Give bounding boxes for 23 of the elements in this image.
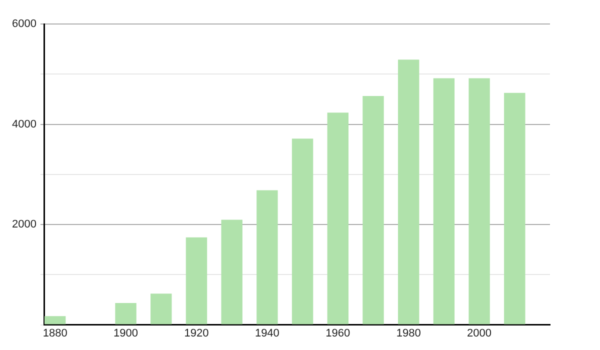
- x-tick-label: 1880: [42, 327, 68, 340]
- y-tick-label: 4000: [12, 118, 36, 130]
- bar: [44, 316, 66, 324]
- bar: [362, 96, 384, 324]
- x-tick-label: 1900: [114, 327, 138, 340]
- bar: [504, 92, 526, 324]
- y-tick-label: 6000: [12, 18, 36, 30]
- y-tick-label: 2000: [12, 218, 36, 231]
- x-tick-label: 1940: [254, 327, 280, 340]
- x-tick-label: 1980: [396, 327, 421, 340]
- bar: [433, 78, 455, 324]
- bar: [186, 237, 208, 324]
- bar: [398, 60, 420, 324]
- x-tick-label: 1960: [326, 327, 350, 340]
- bar: [327, 112, 348, 324]
- bar: [292, 138, 314, 324]
- bar: [115, 302, 136, 324]
- bar: [150, 294, 172, 324]
- bar: [468, 78, 490, 324]
- bar: [256, 190, 278, 324]
- x-tick-label: 1920: [184, 327, 209, 340]
- bar: [221, 220, 242, 324]
- x-tick-label: 2000: [467, 327, 492, 340]
